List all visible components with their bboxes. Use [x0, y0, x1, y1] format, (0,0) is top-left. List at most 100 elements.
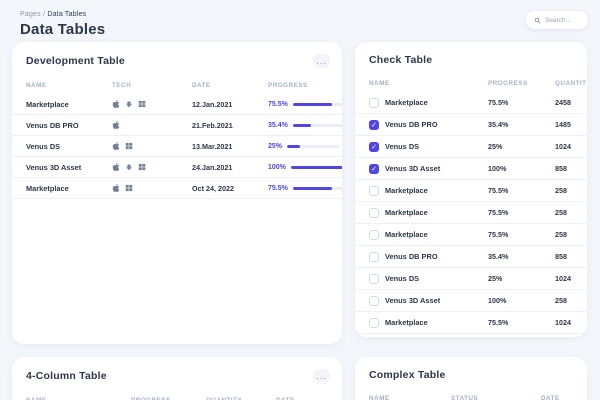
table-row: Marketplace 75.5% 258	[355, 202, 587, 224]
windows-icon	[138, 163, 146, 171]
progress-bar	[287, 144, 340, 148]
breadcrumb-section[interactable]: Pages	[20, 11, 41, 18]
page-title: Data Tables	[20, 21, 106, 38]
tech-icons	[112, 100, 192, 108]
row-checkbox[interactable]: ✓	[369, 163, 379, 174]
apple-icon	[112, 121, 120, 129]
column-header: Tech	[112, 82, 132, 89]
page-header: Pages / Data Tables Data Tables	[0, 0, 600, 42]
breadcrumb-separator: /	[43, 11, 46, 18]
row-progress: 25%	[488, 142, 503, 151]
row-progress: 35.4%	[488, 120, 509, 129]
complex-table-title: Complex Table	[369, 369, 446, 381]
row-checkbox[interactable]	[369, 207, 379, 218]
progress-cell: 35.4%	[268, 122, 342, 129]
apple-icon	[112, 163, 120, 171]
header-left: Pages / Data Tables Data Tables	[20, 11, 105, 38]
row-date: 24.Jan.2021	[192, 162, 233, 172]
row-name: Marketplace	[385, 230, 428, 239]
development-table-header-row: Name Tech Date Progress	[12, 77, 342, 94]
complex-table-card: Complex Table Name Status Date	[355, 357, 587, 400]
row-date: 12.Jan.2021	[192, 99, 233, 109]
windows-icon	[138, 100, 146, 108]
table-row: Venus DS 13.Mar.2021 25%	[12, 136, 342, 157]
table-row: Marketplace 75.5% 1024	[355, 312, 587, 334]
row-date: Oct 24, 2022	[192, 183, 234, 193]
column-header: Name	[26, 397, 131, 400]
table-row: Venus DB PRO 21.Feb.2021 35.4%	[12, 115, 342, 136]
row-progress: 25%	[488, 274, 503, 283]
android-icon	[126, 164, 132, 171]
tech-icons	[112, 163, 192, 171]
column-header: Status	[451, 395, 479, 400]
four-column-table-menu-button[interactable]: ...	[313, 369, 330, 383]
row-name: Venus DS	[385, 274, 420, 283]
row-quantity: 858	[555, 252, 567, 261]
row-quantity: 258	[555, 296, 567, 305]
table-row: ✓ Venus 3D Asset 100% 858	[355, 158, 587, 180]
row-checkbox[interactable]	[369, 229, 379, 240]
four-column-table-title: 4-Column Table	[26, 370, 107, 382]
tech-icons	[112, 121, 192, 129]
table-row: Venus DB PRO 35.4% 858	[355, 246, 587, 268]
progress-label: 25%	[268, 142, 283, 150]
row-progress: 35.4%	[488, 252, 509, 261]
column-header: Progress	[268, 82, 308, 89]
row-checkbox[interactable]: ✓	[369, 141, 379, 152]
check-table-title: Check Table	[369, 54, 433, 66]
row-name: Venus DS	[26, 141, 61, 151]
check-table-header-row: Name Progress Quantity	[355, 75, 587, 92]
row-progress: 75.5%	[488, 230, 509, 239]
search-input[interactable]	[545, 16, 580, 24]
table-row: Marketplace 75.5% 2458	[355, 92, 587, 114]
row-progress: 100%	[488, 164, 507, 173]
progress-cell: 25%	[268, 142, 340, 150]
table-row: Marketplace 75.5% 258	[355, 180, 587, 202]
search-box[interactable]	[526, 11, 588, 29]
row-date: 13.Mar.2021	[192, 141, 233, 151]
table-row: ✓ Venus DB PRO 35.4% 1485	[355, 114, 587, 136]
progress-cell: 75.5%	[268, 185, 342, 192]
row-checkbox[interactable]	[369, 273, 379, 284]
row-name: Venus 3D Asset	[385, 164, 441, 173]
row-checkbox[interactable]: ✓	[369, 119, 379, 130]
column-header: Name	[369, 80, 390, 87]
row-name: Venus 3D Asset	[26, 162, 82, 172]
progress-bar	[292, 102, 342, 106]
tech-icons	[112, 184, 192, 192]
check-table-card: Check Table Name Progress Quantity Marketp…	[355, 42, 587, 337]
progress-label: 35.4%	[268, 121, 288, 129]
column-header: Quantity	[555, 80, 587, 87]
row-checkbox[interactable]	[369, 97, 379, 108]
row-name: Venus DS	[385, 142, 420, 151]
complex-table-header-row: Name Status Date	[355, 390, 587, 400]
row-name: Venus DB PRO	[385, 252, 438, 261]
development-table-body: Marketplace 12.Jan.2021 75.5% Venus DB P…	[12, 94, 342, 199]
table-row: Venus DS 25% 1024	[355, 268, 587, 290]
row-quantity: 258	[555, 186, 567, 195]
apple-icon	[112, 100, 120, 108]
row-checkbox[interactable]	[369, 295, 379, 306]
apple-icon	[112, 142, 120, 150]
progress-cell: 100%	[268, 164, 342, 171]
check-table-body: Marketplace 75.5% 2458 ✓ Venus DB PRO 35…	[355, 92, 587, 334]
row-progress: 100%	[488, 296, 507, 305]
search-icon	[534, 17, 541, 23]
row-name: Marketplace	[385, 318, 428, 327]
row-checkbox[interactable]	[369, 251, 379, 262]
row-quantity: 2458	[555, 98, 571, 107]
column-header: Date	[276, 397, 328, 400]
column-header: Quantity	[206, 397, 276, 400]
row-checkbox[interactable]	[369, 185, 379, 196]
progress-bar	[290, 165, 342, 169]
progress-label: 75.5%	[268, 184, 288, 192]
row-name: Venus 3D Asset	[385, 296, 441, 305]
row-quantity: 1024	[555, 318, 571, 327]
windows-icon	[125, 184, 133, 192]
row-date: 21.Feb.2021	[192, 120, 233, 130]
row-progress: 75.5%	[488, 318, 509, 327]
android-icon	[126, 101, 132, 108]
development-table-menu-button[interactable]: ...	[313, 54, 330, 68]
row-quantity: 1024	[555, 274, 571, 283]
row-checkbox[interactable]	[369, 317, 379, 328]
